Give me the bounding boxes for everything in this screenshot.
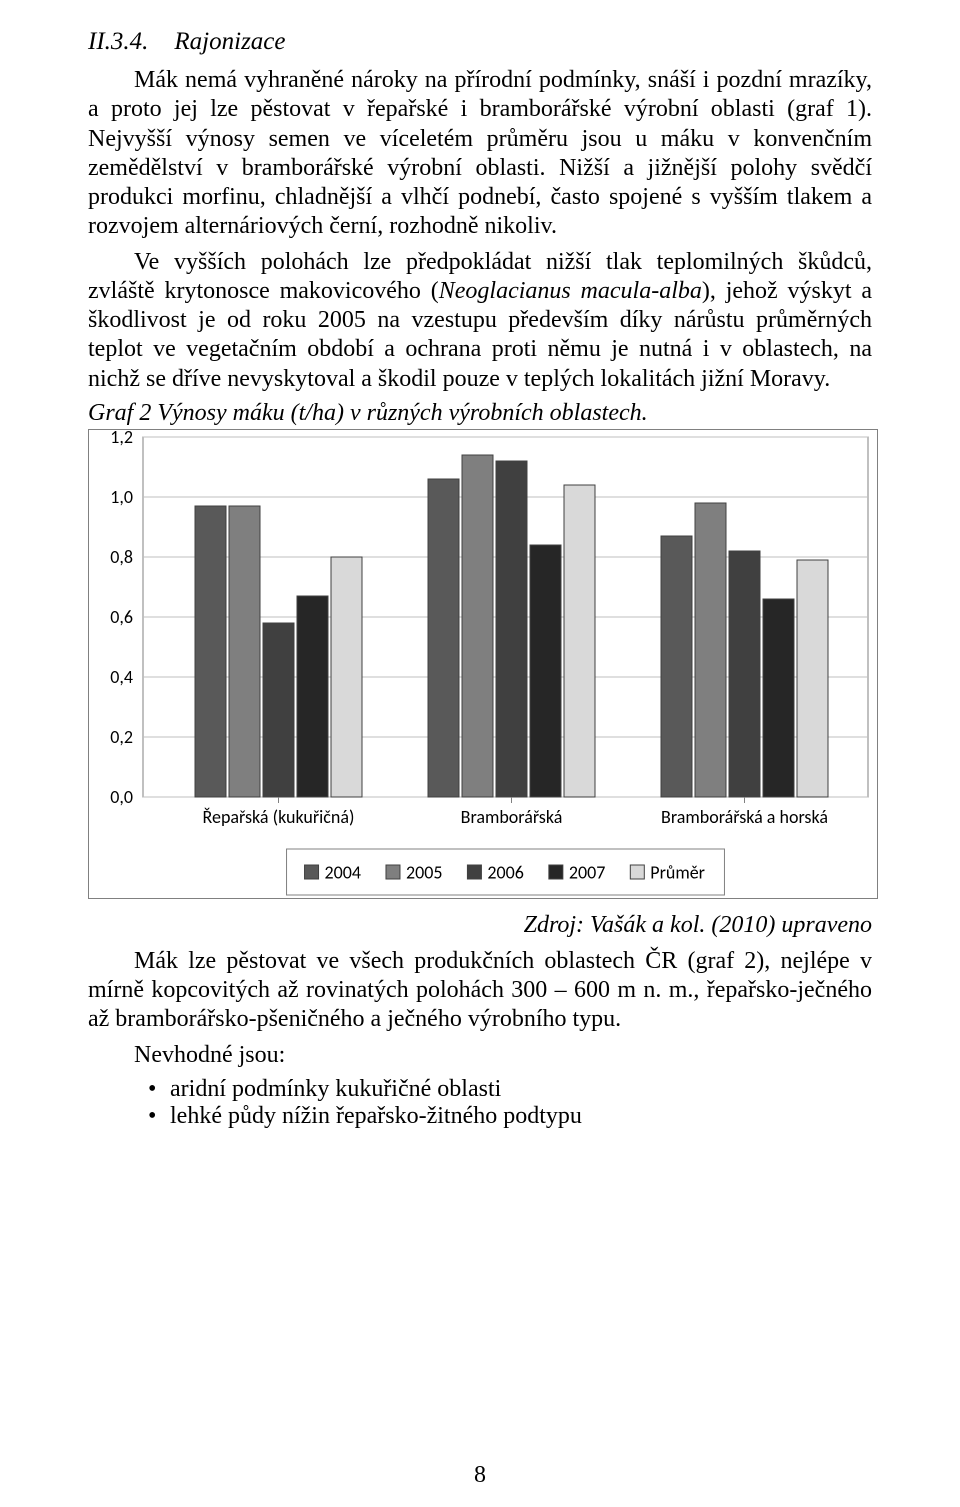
svg-text:0,0: 0,0 (110, 786, 133, 808)
paragraph-2: Ve vyšších polohách lze předpokládat niž… (88, 248, 872, 394)
bullet-item: aridní podmínky kukuřičné oblasti (148, 1076, 872, 1103)
svg-text:0,8: 0,8 (110, 546, 133, 568)
paragraph-1: Mák nemá vyhraněné nároky na přírodní po… (88, 66, 872, 242)
yield-chart: 0,0 0,2 0,4 0,6 0,8 1,0 1,2 Řepařská (kukuřičná… (88, 429, 878, 904)
svg-text:2004: 2004 (325, 861, 362, 883)
section-number: II.3.4. (88, 28, 148, 56)
svg-text:Průměr: Průměr (650, 861, 705, 883)
bullet-list: aridní podmínky kukuřičné oblastilehké p… (148, 1076, 872, 1130)
paragraph-4: Nevhodné jsou: (88, 1041, 872, 1070)
svg-text:Řepařská (kukuřičná): Řepařská (kukuřičná) (203, 806, 355, 828)
section-title: Rajonizace (174, 28, 285, 55)
svg-text:2006: 2006 (487, 861, 524, 883)
bullet-item: lehké půdy nížin řepařsko-žitného podtyp… (148, 1103, 872, 1130)
chart-source: Zdroj: Vašák a kol. (2010) upraveno (88, 912, 872, 939)
svg-text:0,6: 0,6 (110, 606, 133, 628)
svg-text:2005: 2005 (406, 861, 443, 883)
svg-text:1,2: 1,2 (110, 429, 133, 448)
section-heading: II.3.4. Rajonizace (88, 28, 872, 56)
svg-text:Bramborářská a horská: Bramborářská a horská (661, 806, 828, 828)
page-number: 8 (0, 1462, 960, 1489)
svg-text:2007: 2007 (569, 861, 606, 883)
chart-caption: Graf 2 Výnosy máku (t/ha) v různých výro… (88, 400, 872, 427)
svg-text:0,2: 0,2 (110, 726, 133, 748)
species-name: Neoglacianus macula-alba (439, 278, 702, 304)
svg-text:0,4: 0,4 (110, 666, 133, 688)
svg-text:Bramborářská: Bramborářská (461, 806, 563, 828)
chart-svg: 0,0 0,2 0,4 0,6 0,8 1,0 1,2 Řepařská (kukuřičná… (88, 429, 878, 899)
svg-text:1,0: 1,0 (110, 486, 133, 508)
paragraph-3: Mák lze pěstovat ve všech produkčních ob… (88, 947, 872, 1035)
